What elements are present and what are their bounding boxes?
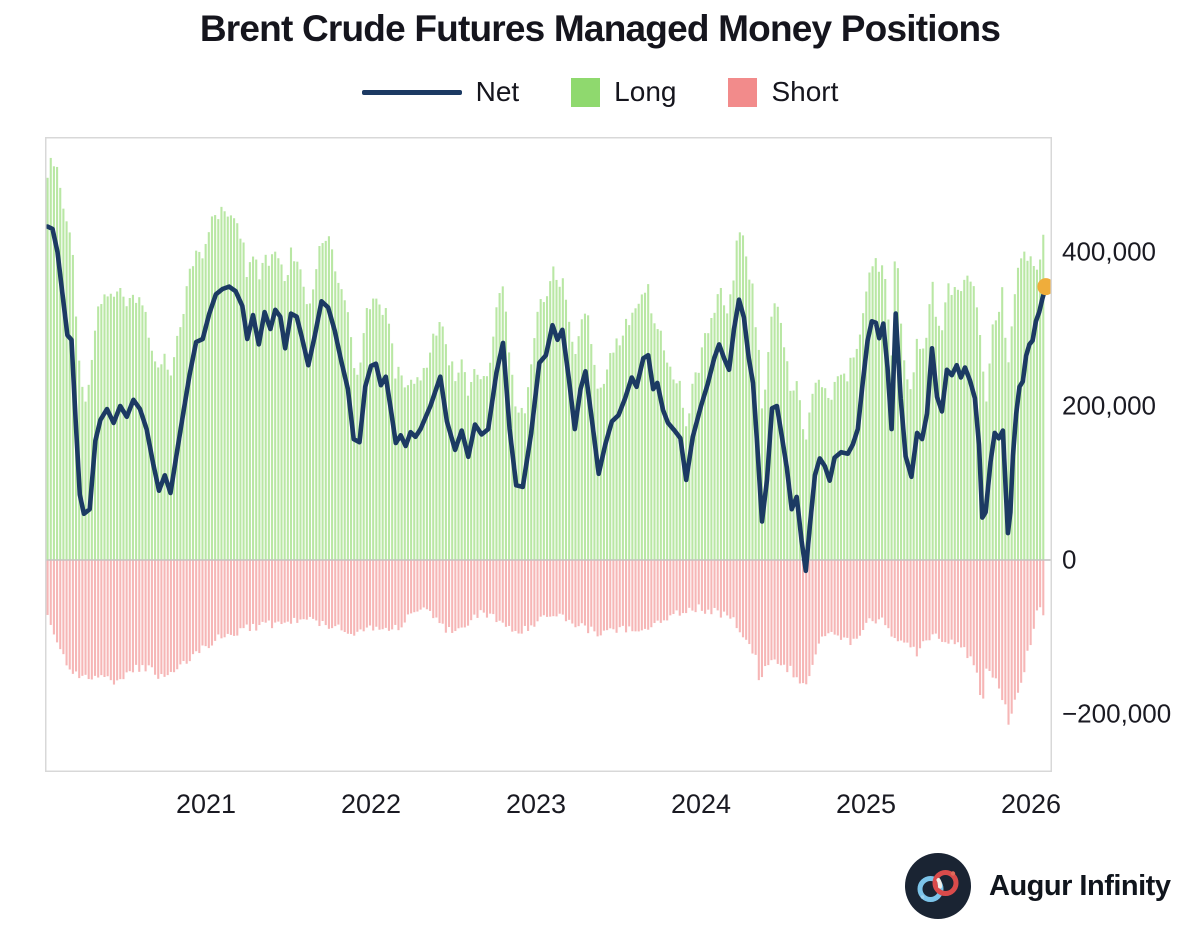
legend-long-label: Long	[614, 76, 677, 107]
legend-item-net: Net	[361, 76, 520, 108]
y-tick-label: 200,000	[1062, 390, 1156, 421]
legend: Net Long Short	[0, 76, 1200, 108]
x-tick-label: 2025	[835, 789, 897, 819]
x-tick-label: 2026	[1000, 789, 1062, 819]
plot-border	[45, 137, 1052, 772]
short-swatch	[728, 77, 758, 107]
net-line	[45, 224, 1049, 574]
augur-infinity-logo-icon	[905, 853, 971, 919]
plot-area	[45, 137, 1052, 772]
x-tick-label: 2022	[340, 789, 402, 819]
chart-svg	[45, 137, 1052, 772]
short-bars	[46, 560, 1045, 725]
legend-item-long: Long	[571, 76, 676, 108]
x-tick-label: 2021	[175, 789, 237, 819]
net-line-swatch	[361, 89, 462, 95]
long-swatch	[571, 77, 601, 107]
latest-point-dot	[1037, 278, 1052, 296]
x-tick-label: 2024	[670, 789, 732, 819]
x-tick-label: 2023	[505, 789, 567, 819]
chart-title: Brent Crude Futures Managed Money Positi…	[199, 8, 1001, 49]
y-tick-label: −200,000	[1062, 698, 1172, 729]
brand-footer: Augur Infinity	[905, 853, 1171, 919]
legend-net-label: Net	[475, 76, 520, 107]
legend-item-short: Short	[728, 76, 838, 108]
legend-short-label: Short	[771, 76, 839, 107]
y-tick-label: 400,000	[1062, 236, 1156, 267]
y-tick-label: 0	[1062, 544, 1077, 575]
brand-name: Augur Infinity	[989, 869, 1171, 902]
